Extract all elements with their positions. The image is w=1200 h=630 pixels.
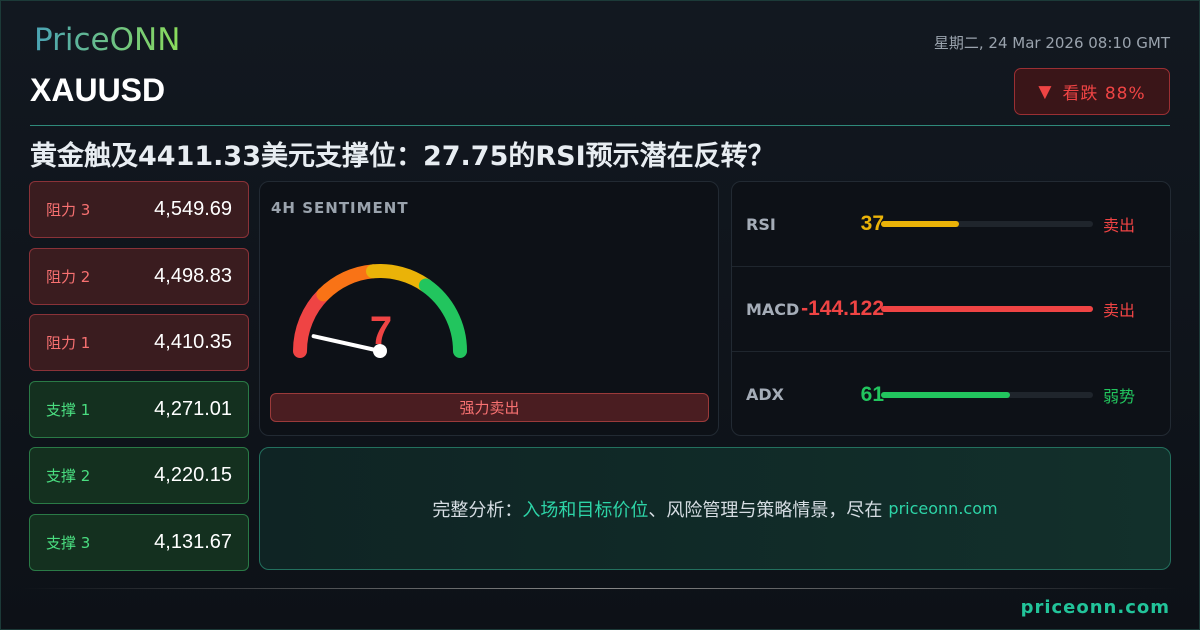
cta-prefix: 完整分析： xyxy=(432,499,523,521)
indicator-row: ADX 61 弱势 xyxy=(732,352,1170,435)
indicator-name: RSI xyxy=(746,214,776,234)
symbol-title: XAUUSD xyxy=(30,72,166,108)
level-label: 支撑 2 xyxy=(46,467,91,485)
indicator-value: -144.122 xyxy=(801,297,884,320)
indicator-bar-fill xyxy=(881,391,1011,398)
indicator-name: ADX xyxy=(746,385,784,404)
indicator-row: RSI 37 卖出 xyxy=(732,182,1170,267)
logo: PriceONN xyxy=(34,22,181,58)
indicator-signal: 弱势 xyxy=(1103,386,1136,406)
level-support: 支撑 1 4,271.01 xyxy=(29,380,249,438)
sentiment-panel: 4H SENTIMENT 7 强力卖出 xyxy=(259,181,719,436)
level-support: 支撑 2 4,220.15 xyxy=(29,447,249,504)
gauge-segment xyxy=(418,278,467,358)
indicator-row: MACD -144.122 卖出 xyxy=(732,267,1170,352)
indicator-value: 61 xyxy=(860,382,884,406)
sentiment-title: 4H SENTIMENT xyxy=(271,199,409,217)
level-support: 支撑 3 4,131.67 xyxy=(29,513,249,571)
level-label: 支撑 1 xyxy=(46,400,91,419)
level-resistance: 阻力 1 4,410.35 xyxy=(29,314,249,371)
level-label: 阻力 2 xyxy=(46,267,91,286)
badge-label: 看跌 88% xyxy=(1062,84,1146,104)
indicator-bar xyxy=(881,221,1093,227)
level-value: 4,271.01 xyxy=(154,397,232,420)
cta-highlight: 入场和目标价位 xyxy=(522,499,649,521)
level-value: 4,131.67 xyxy=(154,530,232,553)
level-value: 4,410.35 xyxy=(154,331,232,353)
level-label: 支撑 3 xyxy=(46,533,91,552)
divider xyxy=(30,125,1170,126)
indicator-signal: 卖出 xyxy=(1103,301,1136,320)
level-label: 阻力 3 xyxy=(46,201,91,219)
sentiment-gauge: 7 xyxy=(293,264,467,358)
indicator-name: MACD xyxy=(746,299,800,319)
level-label: 阻力 1 xyxy=(46,334,91,352)
footer-site[interactable]: priceonn.com xyxy=(1020,597,1170,618)
footer-divider xyxy=(20,588,1180,589)
triangle-down-icon: ▼ xyxy=(1038,81,1053,102)
indicator-bar-fill xyxy=(881,221,960,227)
level-resistance: 阻力 3 4,549.69 xyxy=(29,181,249,238)
indicator-bar-fill xyxy=(881,306,1093,312)
indicator-value: 37 xyxy=(860,212,884,235)
headline: 黄金触及4411.33美元支撑位：27.75的RSI预示潜在反转？ xyxy=(30,141,775,172)
level-resistance: 阻力 2 4,498.83 xyxy=(29,247,249,305)
indicator-signal: 卖出 xyxy=(1103,216,1136,235)
verdict-bar: 强力卖出 xyxy=(270,393,709,422)
gauge-segment xyxy=(293,287,331,358)
cta-site-link[interactable]: priceonn.com xyxy=(888,499,998,518)
cta-suffix: 、风险管理与策略情景，尽在 xyxy=(648,499,883,521)
gauge-score: 7 xyxy=(370,309,392,353)
level-value: 4,549.69 xyxy=(154,198,232,220)
gauge-segment xyxy=(366,264,433,293)
level-value: 4,220.15 xyxy=(154,464,232,486)
sentiment-badge: ▼ 看跌 88% xyxy=(1014,68,1170,115)
gauge-needle xyxy=(311,334,382,353)
indicator-bar xyxy=(881,306,1093,312)
cta-banner[interactable]: 完整分析： 入场和目标价位 、风险管理与策略情景，尽在 priceonn.com xyxy=(259,447,1171,570)
gauge-pivot xyxy=(373,344,387,358)
indicator-bar xyxy=(881,391,1093,398)
indicators-panel: RSI 37 卖出 MACD -144.122 卖出 ADX 61 弱势 xyxy=(731,181,1171,436)
gauge-segment xyxy=(316,264,381,302)
datetime: 星期二, 24 Mar 2026 08:10 GMT xyxy=(933,34,1170,52)
level-value: 4,498.83 xyxy=(154,264,232,287)
